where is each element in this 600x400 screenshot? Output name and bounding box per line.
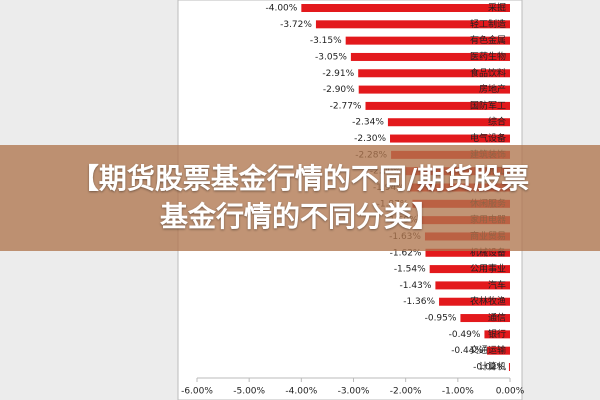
value-label: -1.62% <box>390 248 422 258</box>
value-label: -0.02% <box>473 363 505 373</box>
x-tick-label: 0.00% <box>496 387 525 397</box>
category-label: 食品饮料 <box>470 67 506 79</box>
banner-text: 【期货股票基金行情的不同/期货股票基金行情的不同分类】 <box>70 162 530 233</box>
bar <box>508 363 510 371</box>
category-label: 农林牧渔 <box>470 295 506 307</box>
x-tick-label: -5.00% <box>233 387 265 397</box>
category-label: 采掘 <box>488 2 506 14</box>
category-label: 综合 <box>488 116 506 128</box>
x-tick-label: -2.00% <box>390 387 422 397</box>
bar <box>387 118 510 127</box>
bar <box>315 20 510 29</box>
bar <box>425 248 510 257</box>
category-label: 轻工制造 <box>470 18 506 30</box>
category-label: 计算机 <box>479 361 506 373</box>
category-label: 医药生物 <box>470 50 506 62</box>
category-label: 通信 <box>488 312 506 324</box>
value-label: -4.00% <box>265 4 297 14</box>
x-tick-label: -6.00% <box>181 387 213 397</box>
bar <box>345 36 510 45</box>
value-label: -0.49% <box>449 330 481 340</box>
category-label: 房地产 <box>479 83 506 95</box>
value-label: -2.91% <box>322 69 354 79</box>
x-tick-label: -3.00% <box>338 387 370 397</box>
value-label: -3.15% <box>310 36 342 46</box>
value-label: -3.72% <box>280 20 312 30</box>
category-label: 有色金属 <box>470 34 506 46</box>
value-label: -3.05% <box>315 52 347 62</box>
bar <box>439 297 510 306</box>
x-tick-label: -4.00% <box>285 387 317 397</box>
value-label: -0.44% <box>451 346 483 356</box>
value-label: -0.95% <box>425 314 457 324</box>
category-label: 国防军工 <box>470 99 506 111</box>
value-label: -1.54% <box>394 265 426 275</box>
bar <box>435 281 510 290</box>
bar <box>487 346 510 355</box>
bar <box>301 4 510 12</box>
value-label: -1.36% <box>403 297 435 307</box>
bar <box>484 330 510 339</box>
value-label: -1.43% <box>400 281 432 291</box>
category-label: 电气设备 <box>470 132 506 144</box>
bar <box>390 134 510 143</box>
category-label: 机械设备 <box>470 246 506 258</box>
bar <box>358 69 510 78</box>
category-label: 公用事业 <box>470 263 506 275</box>
category-label: 汽车 <box>488 279 506 291</box>
value-label: -2.34% <box>352 118 384 128</box>
bar <box>460 314 510 323</box>
value-label: -2.30% <box>354 134 386 144</box>
bar <box>350 52 510 61</box>
category-label: 银行 <box>488 328 506 340</box>
bar <box>358 85 510 94</box>
value-label: -2.90% <box>323 85 355 95</box>
category-label: 交通运输 <box>470 344 506 356</box>
banner: 【期货股票基金行情的不同/期货股票基金行情的不同分类】 <box>0 145 600 251</box>
bar <box>365 101 510 110</box>
bar <box>429 265 510 274</box>
value-label: -2.77% <box>330 101 362 111</box>
x-tick-label: -1.00% <box>442 387 474 397</box>
